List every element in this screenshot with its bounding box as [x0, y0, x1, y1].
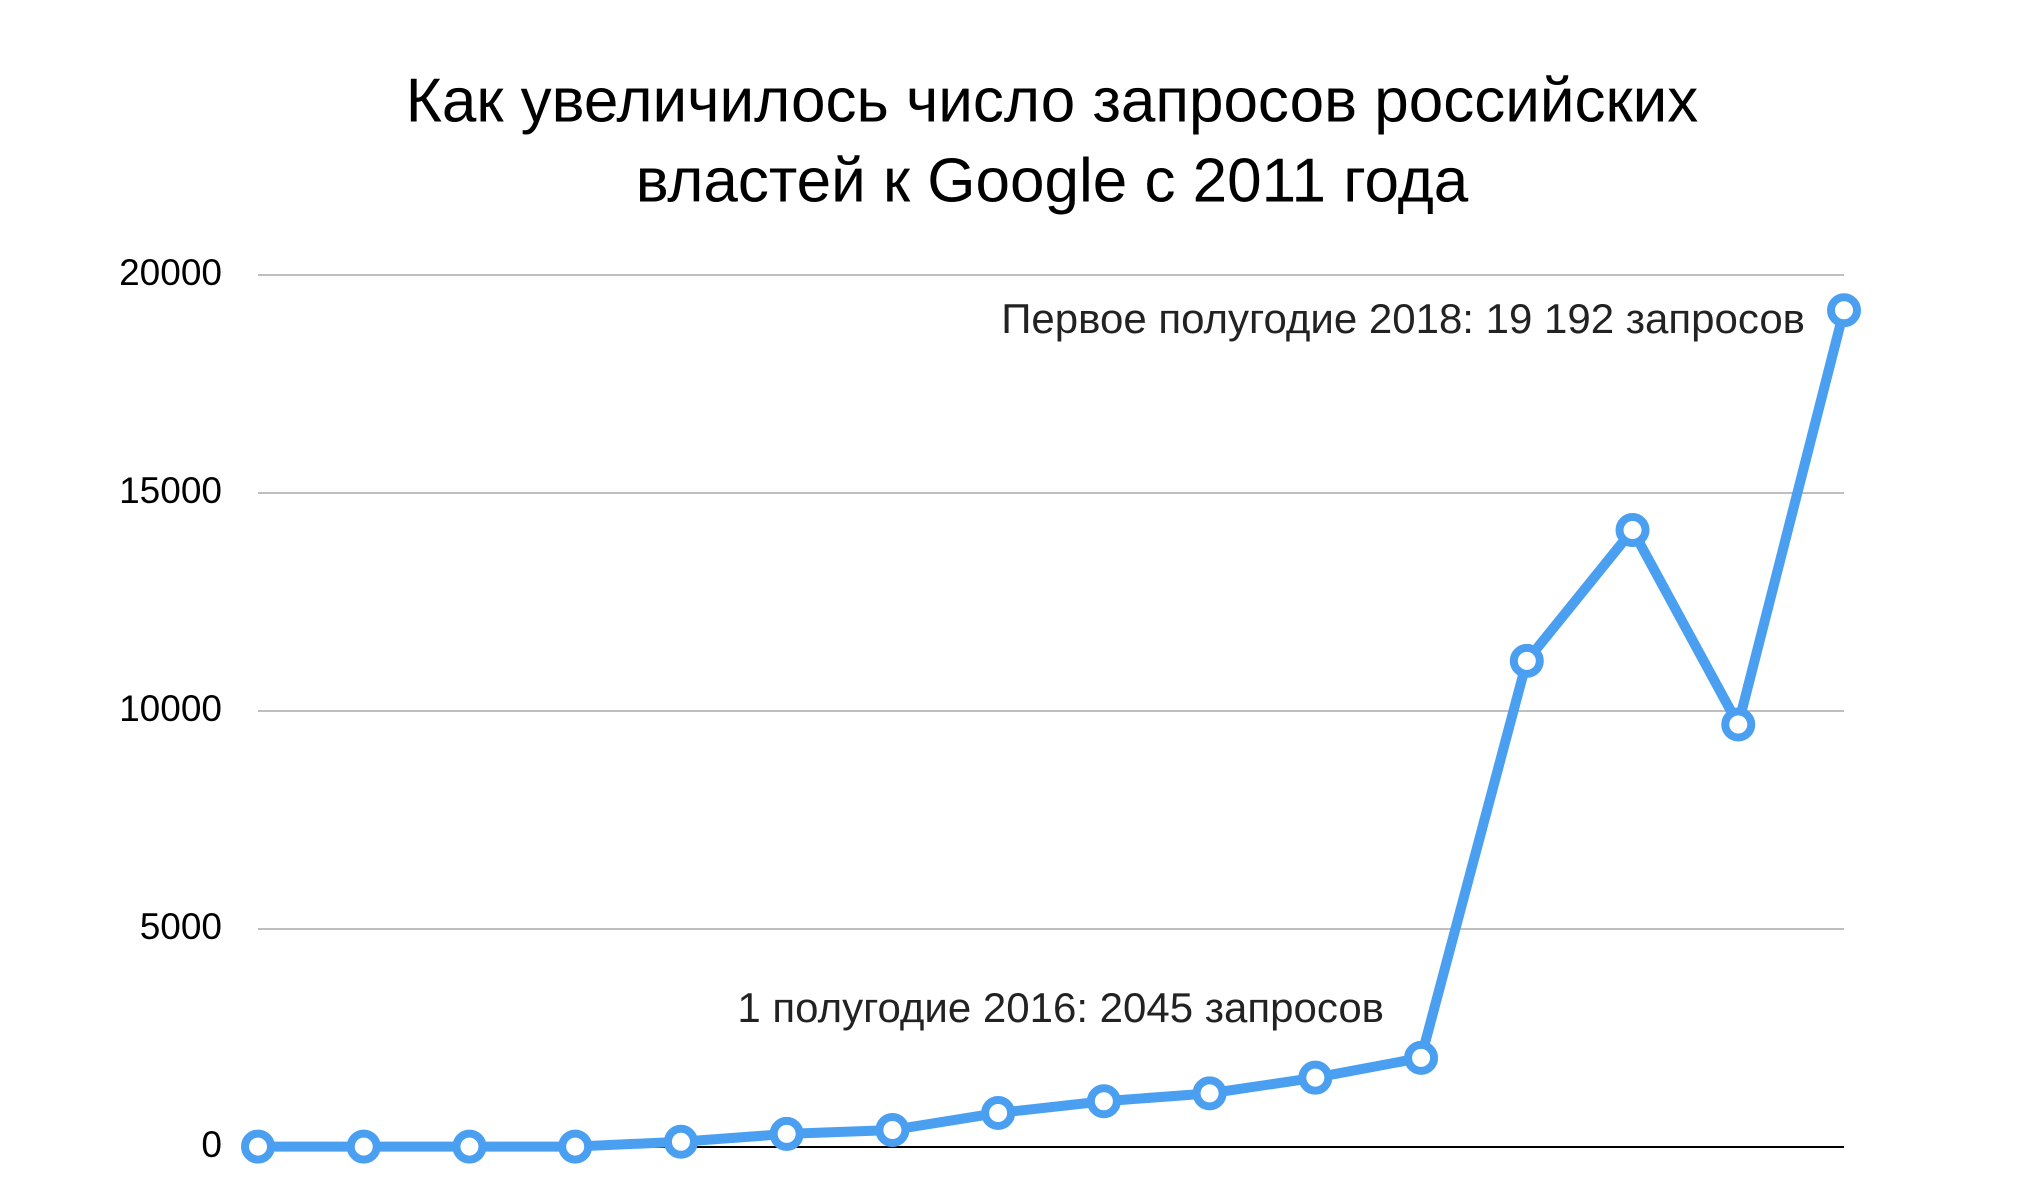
point [1192, 1076, 1227, 1111]
point [346, 1129, 381, 1164]
point [1721, 707, 1756, 742]
point [1298, 1060, 1333, 1095]
point [875, 1112, 910, 1147]
annotation: Первое полугодие 2018: 19 192 запросов [1001, 295, 1805, 342]
y-tick-label: 20000 [119, 252, 222, 293]
line [253, 305, 1849, 1152]
y-tick-label: 5000 [140, 906, 222, 947]
chart-title: Как увеличилось число запросов российски… [406, 66, 1699, 135]
y-tick-label: 10000 [119, 688, 222, 729]
point [981, 1095, 1016, 1130]
point [769, 1116, 804, 1151]
point [1086, 1084, 1121, 1119]
point [1615, 513, 1650, 548]
y-tick-label: 15000 [119, 470, 222, 511]
point [1509, 643, 1544, 678]
y-tick-label: 0 [201, 1124, 222, 1165]
chart-title: властей к Google с 2011 года [636, 146, 1469, 215]
point [452, 1129, 487, 1164]
annotation: 1 полугодие 2016: 2045 запросов [737, 984, 1384, 1031]
point [663, 1124, 698, 1159]
point [558, 1129, 593, 1164]
point [1404, 1040, 1439, 1075]
point [241, 1129, 275, 1164]
point [1827, 293, 1861, 328]
